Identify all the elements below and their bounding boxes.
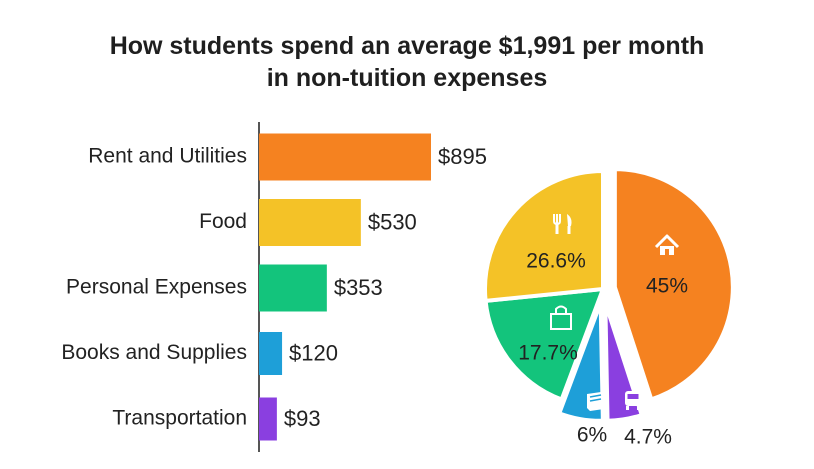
book-icon: [587, 392, 604, 411]
bar-row-rent-and-utilities: Rent and Utilities $895: [88, 133, 487, 181]
bar-row-personal-expenses: Personal Expenses $353: [66, 264, 383, 312]
chart-title-line-1: How students spend an average $1,991 per…: [109, 32, 705, 60]
pie-slice-group-transportation: 4.7%: [603, 300, 672, 449]
bar-food: [259, 199, 361, 246]
house-icon-roof: [654, 234, 680, 249]
bar-row-transportation: Transportation $93: [112, 397, 321, 441]
bus-icon-wheel-left: [626, 406, 629, 410]
knife-icon-blade: [567, 214, 572, 226]
pie-slice-group-books-and-supplies: 6%: [557, 300, 607, 447]
category-label-food: Food: [199, 210, 247, 233]
bar-row-food: Food $530: [199, 199, 417, 246]
category-label-books-and-supplies: Books and Supplies: [61, 341, 247, 364]
shopping-bag-icon-handle: [555, 305, 567, 314]
chart-title: How students spend an average $1,991 per…: [0, 30, 814, 94]
category-label-rent-and-utilities: Rent and Utilities: [88, 145, 247, 168]
shopping-bag-icon: [550, 305, 572, 330]
house-icon: [654, 234, 680, 255]
category-label-personal-expenses: Personal Expenses: [66, 276, 247, 299]
book-icon-line: [589, 398, 602, 402]
bar-value-label-personal-expenses: $353: [334, 275, 383, 300]
book-icon-line: [589, 394, 602, 398]
bar-value-label-food: $530: [368, 209, 417, 234]
bar-value-label-books-and-supplies: $120: [289, 340, 338, 365]
bar-personal-expenses: [259, 264, 327, 312]
pie-slice-group-personal-expenses: 17.7%: [483, 287, 605, 402]
category-label-transportation: Transportation: [112, 407, 247, 430]
bar-books-and-supplies: [259, 332, 283, 375]
pie-slice-group-rent-and-utilities: 45%: [612, 167, 735, 402]
shopping-bag-icon-body: [550, 313, 572, 330]
pie-slice-personal-expenses: [483, 287, 605, 402]
bar-rent-and-utilities: [259, 133, 431, 181]
pie-percent-label-transportation: 4.7%: [624, 426, 672, 449]
bus-icon-wheel-right: [637, 406, 640, 410]
chart-title-line-2: in non-tuition expenses: [266, 64, 548, 92]
book-icon-cover: [587, 392, 604, 411]
pie-percent-label-books-and-supplies: 6%: [577, 424, 607, 447]
house-icon-body: [660, 246, 674, 255]
bar-value-label-transportation: $93: [284, 406, 321, 431]
pie-slice-group-food: 26.6%: [483, 169, 605, 303]
fork-knife-icon: [553, 214, 572, 234]
bus-icon: [625, 391, 641, 410]
pie-slice-books-and-supplies: [557, 300, 605, 423]
pie-slice-rent-and-utilities: [612, 167, 735, 402]
pie-percent-label-food: 26.6%: [526, 250, 586, 273]
bus-icon-window: [627, 394, 639, 399]
pie-percent-label-rent-and-utilities: 45%: [646, 275, 688, 298]
pie-percent-label-personal-expenses: 17.7%: [518, 342, 578, 365]
bar-transportation: [259, 397, 277, 441]
bar-row-books-and-supplies: Books and Supplies $120: [61, 332, 338, 375]
bar-value-label-rent-and-utilities: $895: [438, 144, 487, 169]
pie-slice-food: [483, 169, 605, 303]
